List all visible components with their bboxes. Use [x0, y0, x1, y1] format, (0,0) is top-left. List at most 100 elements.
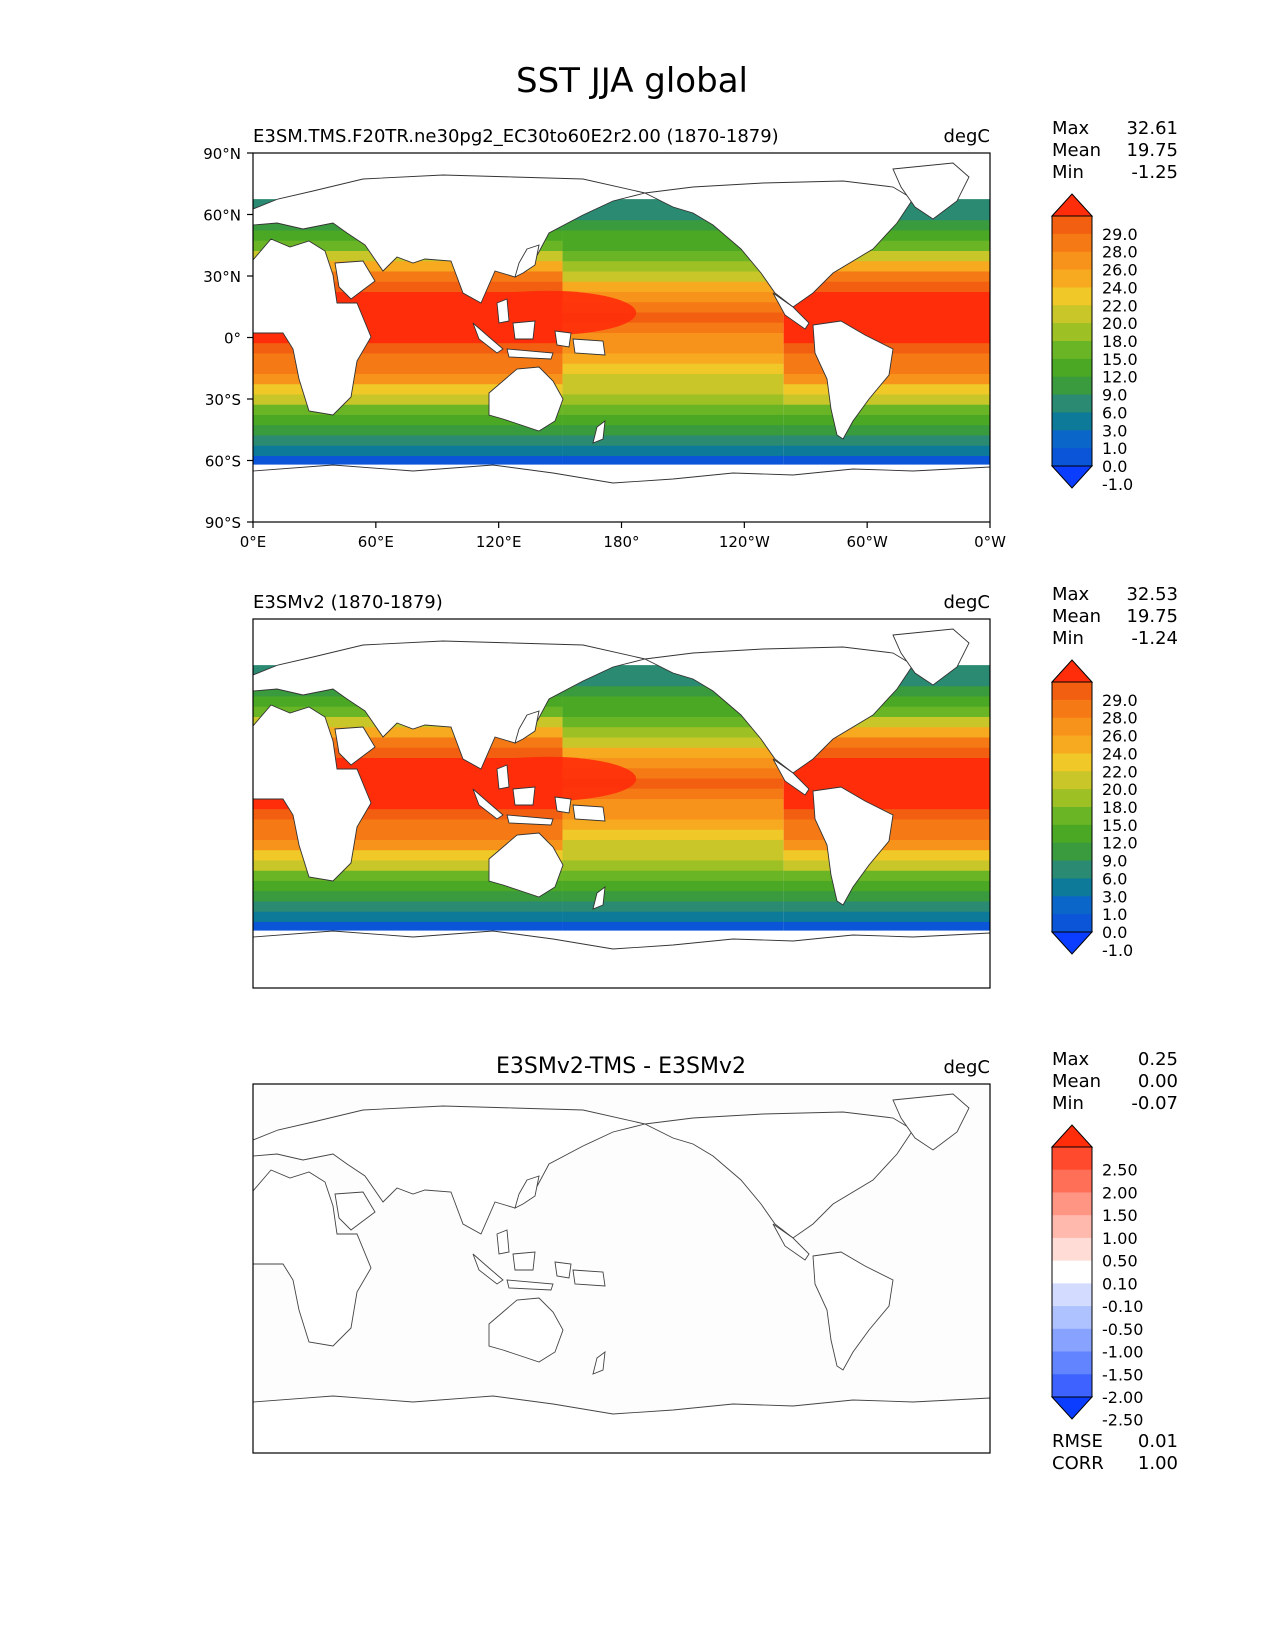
colorbar-tick-label: 28.0	[1102, 243, 1138, 262]
colorbar-segment	[1052, 824, 1092, 844]
sst-band	[253, 424, 563, 436]
stats-test: Max 32.61 Mean 19.75 Min -1.25	[1052, 118, 1178, 183]
sst-band	[253, 311, 563, 323]
sst-band	[562, 900, 784, 912]
lat-tick-label: 30°S	[205, 391, 241, 409]
colorbar-extend-max	[1050, 659, 1094, 683]
lat-tick-label: 90°S	[205, 514, 241, 532]
sst-band	[562, 685, 784, 697]
sst-band	[562, 777, 784, 789]
sst-band	[562, 788, 784, 799]
sst-band	[783, 311, 990, 323]
map-frame	[252, 1083, 991, 1454]
colorbar-segment	[1052, 842, 1092, 862]
sst-band	[562, 434, 784, 446]
colorbar-tick-label: 15.0	[1102, 350, 1138, 369]
stat-label-max: Max	[1052, 118, 1090, 139]
colorbar-tick-label: 28.0	[1102, 709, 1138, 728]
sst-band	[253, 322, 563, 333]
panel-title: E3SM.TMS.F20TR.ne30pg2_EC30to60E2r2.00 (…	[253, 126, 779, 147]
stat-label-mean: Mean	[1052, 606, 1101, 627]
colorbar-segment	[1052, 305, 1092, 324]
colorbar-tick-label: 18.0	[1102, 798, 1138, 817]
sst-band	[253, 301, 563, 313]
sst-band	[562, 829, 784, 840]
sst-band	[783, 716, 990, 728]
colorbar-tick-label: 0.50	[1102, 1252, 1138, 1271]
sst-band	[562, 695, 784, 707]
sst-band	[253, 788, 563, 799]
sst-band	[253, 921, 563, 933]
sst-band	[562, 240, 784, 251]
colorbar-tick-label: -2.50	[1102, 1411, 1143, 1430]
colorbar-diff: 2.50 2.00 1.50 1.00 0.50 0.10 -0.10 -0.50 -1.00 -…	[1050, 1124, 1143, 1430]
sst-band	[783, 757, 990, 769]
colorbar-segment	[1052, 753, 1092, 772]
sst-band	[783, 777, 990, 789]
sst-band	[783, 736, 990, 748]
lon-tick-label: 0°W	[974, 533, 1006, 551]
colorbar-segment	[1052, 1351, 1092, 1375]
colorbar-tick-label: 29.0	[1102, 225, 1138, 244]
sst-band	[562, 859, 784, 871]
sst-band	[783, 393, 990, 405]
sst-band	[562, 747, 784, 758]
sst-band	[253, 736, 563, 748]
longitude-axis: 0°E 60°E 120°E 180° 120°W 60°W 0°W	[240, 522, 1006, 551]
sst-band	[562, 798, 784, 810]
colorbar-segment	[1052, 914, 1092, 933]
sst-band	[562, 736, 784, 748]
sst-band	[562, 767, 784, 779]
sst-band	[783, 404, 990, 415]
colorbar-tick-label: 9.0	[1102, 852, 1127, 871]
sst-band	[253, 849, 563, 861]
sst-band	[562, 870, 784, 881]
sst-band	[562, 342, 784, 354]
sst-band	[562, 716, 784, 728]
colorbar-segment	[1052, 448, 1092, 467]
colorbar-tick-label: -1.00	[1102, 1343, 1143, 1362]
lon-tick-label: 0°E	[240, 533, 267, 551]
colorbar-tick-label: 1.50	[1102, 1206, 1138, 1225]
lat-tick-label: 60°S	[205, 453, 241, 471]
colorbar-tick-label: 15.0	[1102, 816, 1138, 835]
sst-band	[783, 229, 990, 241]
latitude-axis: 90°N 60°N 30°N 0° 30°S 60°S 90°S	[203, 145, 253, 532]
colorbar-segment	[1052, 1306, 1092, 1330]
sst-band	[253, 911, 563, 922]
sst-band	[253, 726, 563, 738]
sst-band	[783, 870, 990, 881]
stat-value-max: 32.53	[1126, 584, 1178, 605]
sst-band	[253, 798, 563, 810]
colorbar-segment	[1052, 1260, 1092, 1284]
lon-tick-label: 120°W	[719, 533, 770, 551]
stat-label-mean: Mean	[1052, 140, 1101, 161]
colorbar-segment	[1052, 717, 1092, 737]
sst-band	[253, 383, 563, 395]
colorbar-tick-label: 26.0	[1102, 261, 1138, 280]
stat-label-max: Max	[1052, 1049, 1090, 1070]
stat-value-mean: 19.75	[1126, 140, 1178, 161]
sst-band	[562, 363, 784, 374]
colorbar-tick-label: 6.0	[1102, 403, 1127, 422]
panel-title: E3SMv2-TMS - E3SMv2	[496, 1054, 746, 1079]
sst-band	[253, 859, 563, 871]
sst-band	[253, 332, 563, 344]
colorbar-tick-label: 20.0	[1102, 314, 1138, 333]
colorbar-test: 29.028.026.024.022.020.018.015.012.09.06…	[1050, 193, 1138, 494]
colorbar-extend-max	[1050, 193, 1094, 217]
sst-band	[783, 270, 990, 282]
sst-band	[253, 342, 563, 354]
sst-band	[783, 788, 990, 799]
sst-band	[562, 880, 784, 892]
sst-band	[783, 706, 990, 717]
colorbar-segment	[1052, 394, 1092, 413]
stats-ref: Max 32.53 Mean 19.75 Min -1.24	[1052, 584, 1178, 649]
colorbar-tick-label: 3.0	[1102, 421, 1127, 440]
stat-value-mean: 19.75	[1126, 606, 1178, 627]
panel-test: E3SM.TMS.F20TR.ne30pg2_EC30to60E2r2.00 (…	[203, 126, 1006, 551]
colorbar-segment	[1052, 699, 1092, 719]
colorbar-tick-label: 1.00	[1102, 1229, 1138, 1248]
sst-band	[783, 859, 990, 871]
sst-band	[783, 880, 990, 892]
